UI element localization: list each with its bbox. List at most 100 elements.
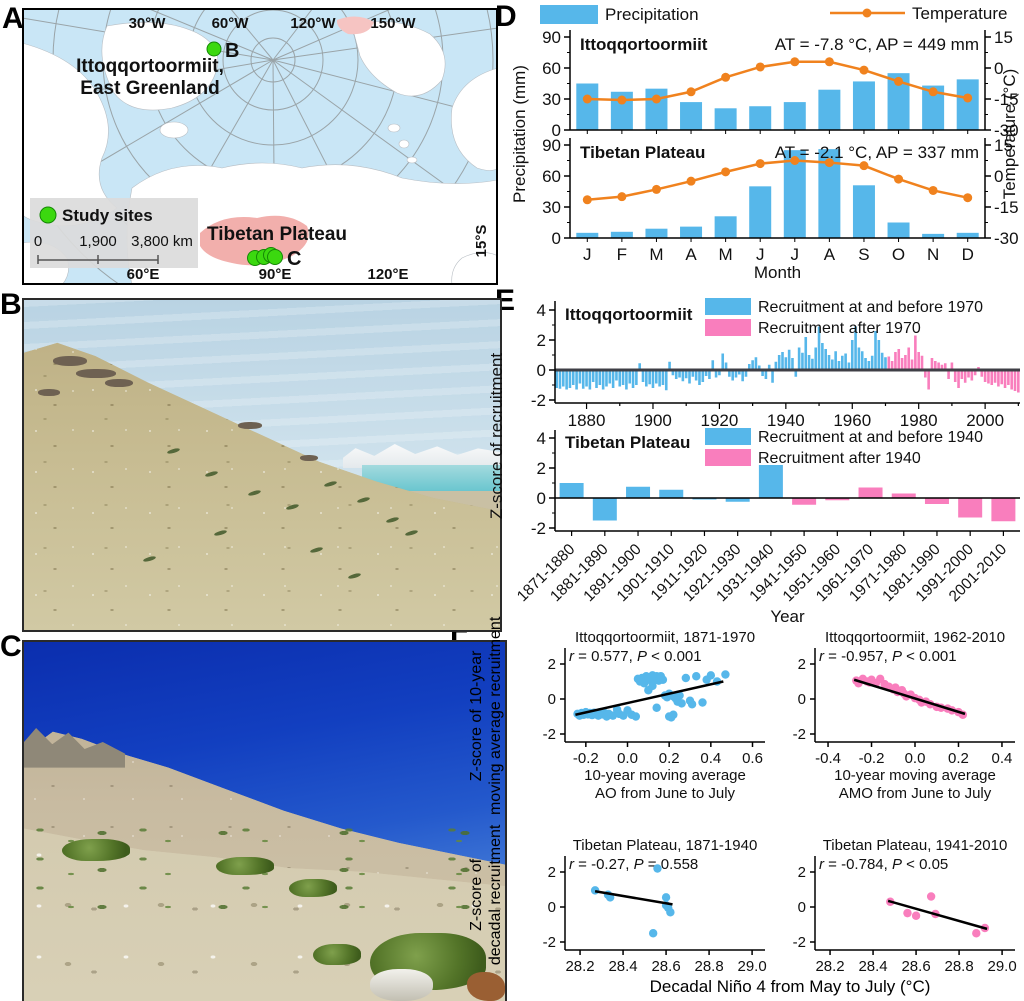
- svg-text:28.6: 28.6: [901, 958, 930, 972]
- svg-text:15: 15: [994, 136, 1013, 155]
- svg-text:0: 0: [994, 167, 1003, 186]
- svg-text:East Greenland: East Greenland: [80, 78, 219, 99]
- svg-text:28.2: 28.2: [815, 958, 844, 972]
- svg-text:0.4: 0.4: [700, 750, 721, 767]
- svg-text:Temperature (°C): Temperature (°C): [1000, 69, 1019, 200]
- svg-text:r = -0.27, P = 0.558: r = -0.27, P = 0.558: [569, 856, 698, 873]
- svg-text:A: A: [824, 245, 836, 264]
- svg-text:120°W: 120°W: [290, 15, 336, 32]
- svg-text:Recruitment after 1970: Recruitment after 1970: [758, 320, 921, 337]
- svg-text:0.0: 0.0: [905, 750, 926, 767]
- svg-text:S: S: [858, 245, 869, 264]
- svg-text:0: 0: [552, 121, 561, 140]
- rock: [238, 422, 263, 430]
- svg-text:2000: 2000: [966, 411, 1004, 430]
- svg-text:M: M: [649, 245, 663, 264]
- rock: [104, 379, 133, 388]
- svg-text:0: 0: [552, 229, 561, 248]
- svg-text:Temperature: Temperature: [912, 4, 1007, 23]
- rock: [300, 455, 319, 462]
- svg-text:AT = -7.8 °C, AP = 449 mm: AT = -7.8 °C, AP = 449 mm: [775, 35, 979, 54]
- svg-text:4: 4: [537, 429, 546, 448]
- svg-text:M: M: [719, 245, 733, 264]
- svg-text:1,900: 1,900: [79, 233, 117, 250]
- svg-text:Tibetan Plateau: Tibetan Plateau: [565, 433, 690, 452]
- svg-text:0.2: 0.2: [948, 750, 969, 767]
- svg-text:120°E: 120°E: [367, 266, 408, 283]
- photo-tibetan-slope: [22, 640, 507, 1001]
- svg-text:-2: -2: [531, 391, 546, 410]
- svg-text:2: 2: [798, 864, 806, 881]
- svg-text:Ittoqqortoormiit: Ittoqqortoormiit: [565, 305, 693, 324]
- brown-rock: [466, 972, 505, 1001]
- svg-text:-0.4: -0.4: [815, 750, 841, 767]
- f-ylabel-bottom-line2: decadal recruitment: [487, 824, 504, 966]
- svg-text:2: 2: [548, 864, 556, 881]
- svg-text:AO from June to July: AO from June to July: [595, 785, 736, 802]
- svg-text:60°W: 60°W: [212, 15, 250, 32]
- svg-text:-15: -15: [994, 198, 1019, 217]
- svg-text:60: 60: [542, 167, 561, 186]
- svg-text:Recruitment after 1940: Recruitment after 1940: [758, 450, 921, 467]
- rock: [76, 369, 117, 379]
- shrub: [288, 878, 337, 897]
- svg-text:10-year moving average: 10-year moving average: [834, 767, 996, 784]
- scatter-nino-tibet-late: Tibetan Plateau, 1941-2010 r = -0.784, P …: [775, 837, 1024, 975]
- svg-text:1900: 1900: [634, 411, 672, 430]
- svg-text:r = -0.784, P < 0.05: r = -0.784, P < 0.05: [819, 856, 948, 873]
- svg-text:90: 90: [542, 28, 561, 47]
- svg-text:0: 0: [34, 233, 42, 250]
- svg-text:150°W: 150°W: [370, 15, 416, 32]
- scatter-ao-greenland: Ittoqqortoormiit, 1871-1970 r = 0.577, P …: [525, 629, 775, 802]
- shrub: [62, 839, 130, 861]
- svg-text:28.8: 28.8: [944, 958, 973, 972]
- svg-text:0: 0: [537, 361, 546, 380]
- f-shared-xlabel: Decadal Niño 4 from May to July (°C): [649, 977, 931, 996]
- svg-text:-2: -2: [793, 726, 806, 743]
- photo-greenland-slope: [22, 298, 502, 632]
- svg-text:15°S: 15°S: [473, 225, 490, 258]
- scatter-svg: Tibetan Plateau, 1871-1940 r = -0.27, P =…: [543, 837, 767, 975]
- shrub: [216, 857, 275, 876]
- svg-text:Ittoqqortoormiit, 1871-1970: Ittoqqortoormiit, 1871-1970: [575, 630, 755, 646]
- svg-text:0: 0: [548, 691, 556, 708]
- svg-text:90°E: 90°E: [259, 266, 292, 283]
- svg-text:15: 15: [994, 28, 1013, 47]
- svg-text:28.4: 28.4: [858, 958, 887, 972]
- panel-label-b: B: [0, 288, 22, 321]
- recruitment-chart: -2 0 2 4 1880 1900 1920 1940 1960 1980 2000 Ittoqqo…: [440, 288, 1024, 626]
- svg-text:r = -0.957, P < 0.001: r = -0.957, P < 0.001: [819, 648, 957, 665]
- svg-text:90: 90: [542, 136, 561, 155]
- svg-text:-0.2: -0.2: [573, 750, 599, 767]
- svg-text:-2: -2: [531, 519, 546, 538]
- scatter-svg: Tibetan Plateau, 1941-2010 r = -0.784, P …: [793, 837, 1017, 975]
- svg-text:-30: -30: [994, 229, 1019, 248]
- svg-text:1980: 1980: [900, 411, 938, 430]
- svg-text:0: 0: [994, 59, 1003, 78]
- svg-text:0: 0: [798, 899, 806, 916]
- svg-text:J: J: [756, 245, 765, 264]
- panel-label-c: C: [0, 630, 22, 663]
- f-ylabel-top-line1: Z-score of 10-year: [468, 650, 486, 782]
- svg-text:Year: Year: [770, 607, 805, 625]
- svg-text:-2: -2: [543, 934, 556, 951]
- svg-text:1960: 1960: [833, 411, 871, 430]
- svg-text:Month: Month: [754, 263, 801, 282]
- svg-text:Ittoqqortoormiit: Ittoqqortoormiit: [580, 35, 708, 54]
- svg-text:60: 60: [542, 59, 561, 78]
- f-ylabel-top-line2: moving average recruitment: [487, 616, 504, 816]
- svg-text:r = 0.577, P < 0.001: r = 0.577, P < 0.001: [569, 648, 702, 665]
- svg-text:10-year moving average: 10-year moving average: [584, 767, 746, 784]
- svg-text:2: 2: [537, 459, 546, 478]
- svg-text:28.2: 28.2: [565, 958, 594, 972]
- svg-text:1920: 1920: [700, 411, 738, 430]
- svg-text:-2: -2: [543, 726, 556, 743]
- map-svg: 30°W 60°W 120°W 150°W 60°E 90°E 120°E 15°S Ittoq…: [0, 0, 546, 333]
- shrub: [312, 943, 361, 966]
- scatter-nino-tibet-early: Tibetan Plateau, 1871-1940 r = -0.27, P =…: [525, 837, 775, 975]
- svg-text:D: D: [962, 245, 974, 264]
- svg-text:0.0: 0.0: [617, 750, 638, 767]
- svg-text:0.2: 0.2: [659, 750, 680, 767]
- svg-text:Ittoqqortoormiit,: Ittoqqortoormiit,: [76, 56, 224, 77]
